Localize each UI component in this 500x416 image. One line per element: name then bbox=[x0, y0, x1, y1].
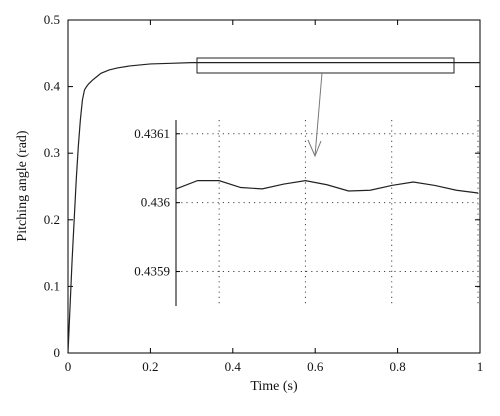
inset-grid bbox=[218, 120, 479, 306]
x-tick-label: 1 bbox=[477, 359, 484, 374]
x-tick-label: 0.6 bbox=[307, 359, 324, 374]
y-tick-label: 0.4 bbox=[44, 79, 61, 94]
x-tick-label: 0 bbox=[65, 359, 72, 374]
y-tick-label: 0.1 bbox=[44, 278, 60, 293]
x-tick-label: 0.2 bbox=[142, 359, 158, 374]
y-tick-label: 0.5 bbox=[44, 12, 60, 27]
plot-frame bbox=[67, 19, 481, 354]
inset-y-tick-label: 0.4359 bbox=[134, 264, 170, 279]
y-axis-label: Pitching angle (rad) bbox=[15, 130, 30, 242]
y-axis-ticks: 0 0.1 0.2 0.3 0.4 0.5 bbox=[44, 12, 480, 360]
pitching-angle-series bbox=[67, 62, 480, 354]
x-axis-label: Time (s) bbox=[250, 379, 298, 394]
inset-pitching-angle-series bbox=[175, 180, 479, 194]
inset-y-axis-ticks: 0.4359 0.436 0.4361 bbox=[134, 126, 478, 279]
zoom-arrow bbox=[314, 72, 323, 157]
zoom-box bbox=[196, 57, 455, 74]
inset-y-tick-label: 0.436 bbox=[141, 195, 171, 210]
zoom-arrow-head bbox=[307, 139, 322, 158]
inset-y-tick-label: 0.4361 bbox=[134, 126, 170, 141]
y-tick-label: 0.2 bbox=[44, 212, 60, 227]
x-tick-label: 0.8 bbox=[389, 359, 405, 374]
y-tick-label: 0 bbox=[54, 345, 61, 360]
x-axis-ticks: 0 0.2 0.4 0.6 0.8 1 bbox=[65, 20, 484, 374]
x-tick-label: 0.4 bbox=[225, 359, 242, 374]
y-tick-label: 0.3 bbox=[44, 145, 60, 160]
